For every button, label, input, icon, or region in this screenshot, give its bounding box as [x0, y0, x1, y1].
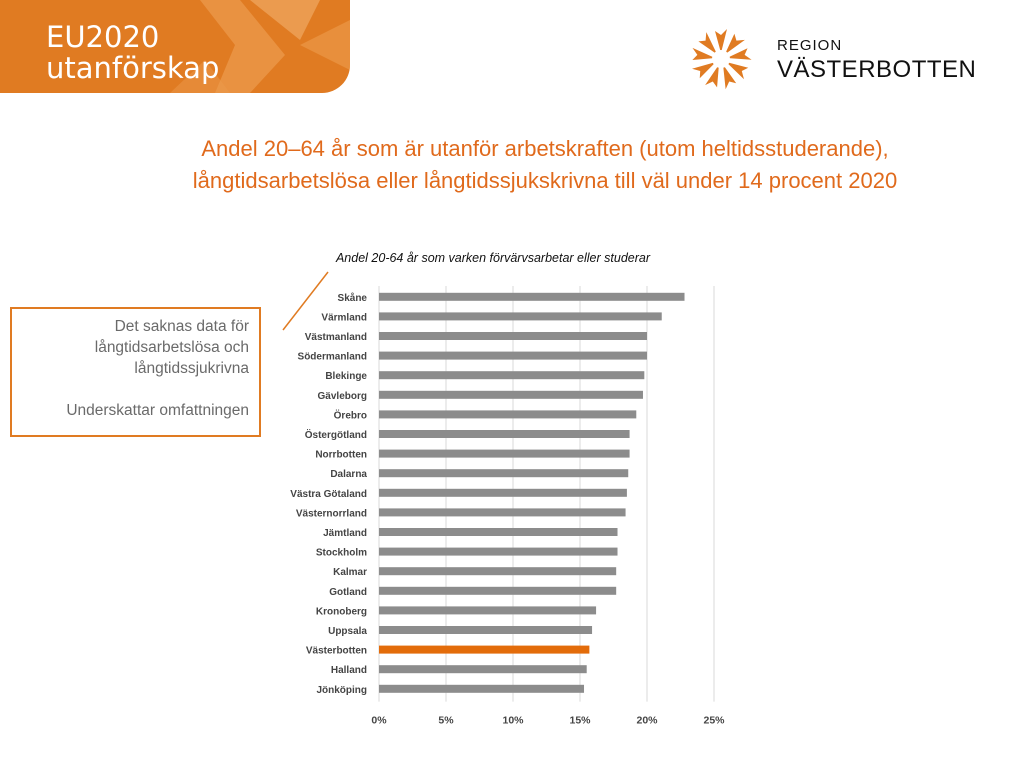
note-line-3: långtidssjukrivna: [134, 360, 249, 377]
bar: [379, 371, 645, 380]
category-label: Östergötland: [305, 428, 367, 441]
bar: [379, 684, 585, 693]
category-label: Jönköping: [316, 685, 367, 696]
x-tick-label: 20%: [636, 715, 658, 725]
bar-highlight: [379, 645, 590, 654]
bar: [379, 547, 618, 556]
category-label: Kronoberg: [316, 606, 367, 617]
category-label: Örebro: [334, 408, 367, 421]
bar: [379, 528, 618, 536]
x-tick-label: 25%: [703, 715, 725, 725]
bar: [379, 292, 685, 301]
category-label: Skåne: [338, 292, 368, 304]
bar: [379, 586, 617, 595]
bar: [379, 351, 647, 360]
category-label: Västra Götaland: [290, 489, 367, 500]
bar-chart: 0% 5% 10% 15% 20% 25% Skåne Värmland Västmanland…: [290, 286, 725, 725]
category-label: Västmanland: [305, 332, 367, 343]
bar: [379, 508, 626, 517]
page-title-line2: långtidsarbetslösa eller långtidssjukskr…: [192, 168, 898, 193]
page-title-line1: Andel 20–64 år som är utanför arbetskraf…: [201, 136, 889, 161]
category-label: Värmland: [321, 312, 367, 323]
region-logo: [690, 29, 752, 90]
category-label: Blekinge: [325, 371, 367, 382]
category-label: Södermanland: [298, 352, 367, 363]
bar: [379, 332, 647, 340]
bar: [379, 626, 593, 634]
note-line-2: långtidsarbetslösa och: [94, 339, 249, 356]
page-title: Andel 20–64 år som är utanför arbetskraf…: [80, 133, 1010, 197]
category-label: Västernorrland: [296, 508, 367, 519]
category-label: Norrbotten: [315, 450, 367, 461]
bar: [379, 567, 617, 576]
note-line-1: Det saknas data för: [114, 318, 249, 335]
category-label: Halland: [331, 665, 367, 676]
bar: [379, 312, 662, 321]
x-tick-label: 15%: [569, 715, 591, 725]
logo-text-vasterbotten: VÄSTERBOTTEN: [777, 56, 977, 83]
x-tick-label: 10%: [502, 715, 524, 725]
bar: [379, 410, 637, 419]
callout-note: Det saknas data för långtidsarbetslösa o…: [10, 307, 261, 437]
category-label: Gävleborg: [318, 391, 367, 402]
section-title-line1: EU2020: [46, 20, 160, 54]
bar: [379, 430, 630, 438]
category-label: Kalmar: [333, 567, 367, 578]
bar: [379, 488, 627, 497]
sun-star-logo-icon: [690, 29, 752, 90]
bar: [379, 469, 629, 478]
category-label: Dalarna: [330, 469, 367, 480]
category-label: Gotland: [329, 587, 367, 598]
category-label: Jämtland: [323, 528, 367, 539]
bar: [379, 390, 643, 399]
bar: [379, 449, 630, 458]
x-tick-label: 5%: [438, 715, 454, 725]
bar: [379, 665, 587, 674]
logo-text-region: REGION: [777, 37, 843, 54]
note-line-4: Underskattar omfattningen: [66, 402, 249, 419]
section-title-line2: utanförskap: [46, 51, 220, 85]
chart-title: Andel 20-64 år som varken förvärvsarbeta…: [335, 251, 651, 265]
header-tab: EU2020 utanförskap: [0, 0, 350, 93]
category-label: Västerbotten: [306, 646, 367, 657]
x-tick-label: 0%: [371, 715, 387, 725]
category-label: Stockholm: [316, 548, 367, 559]
category-label: Uppsala: [328, 626, 367, 637]
header-decoration-icon: [170, 0, 350, 93]
section-title: EU2020 utanförskap: [46, 22, 219, 84]
bar: [379, 606, 597, 615]
logo-text: REGION VÄSTERBOTTEN: [777, 37, 976, 84]
